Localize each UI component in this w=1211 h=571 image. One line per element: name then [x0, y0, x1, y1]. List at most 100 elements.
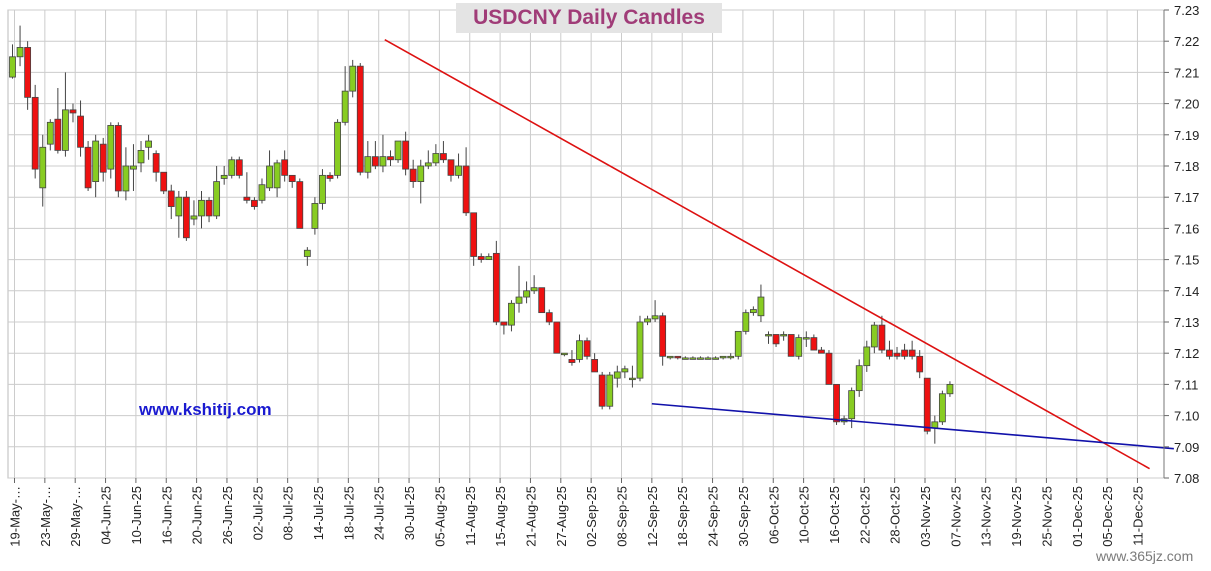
candle-body — [371, 156, 379, 167]
candle — [394, 140, 402, 163]
candle-body — [311, 203, 319, 229]
candle — [213, 166, 221, 220]
candle-body — [84, 146, 92, 189]
candle-body — [560, 352, 568, 356]
candle-body — [636, 321, 644, 379]
candle — [371, 141, 379, 170]
y-tick-label: 7.13 — [1174, 315, 1199, 330]
candle-body — [182, 196, 190, 239]
x-tick-label: 08-Jul-25 — [281, 486, 296, 540]
x-tick-label: 04-Jun-25 — [99, 486, 114, 545]
candle — [281, 150, 289, 182]
y-tick-label: 7.15 — [1174, 253, 1199, 268]
x-tick-label: 07-Nov-25 — [948, 486, 963, 547]
candle-body — [379, 156, 387, 167]
candle-body — [583, 340, 591, 357]
candle-body — [734, 330, 742, 357]
candle — [228, 156, 236, 179]
chart-title: USDCNY Daily Candles — [473, 6, 705, 29]
candle — [901, 343, 908, 360]
candle-body — [719, 355, 727, 359]
x-tick-label: 14-Jul-25 — [311, 486, 326, 540]
candle — [757, 284, 765, 322]
candle — [666, 355, 674, 360]
candle-body — [251, 199, 258, 207]
candle-body — [334, 121, 341, 176]
candle — [833, 383, 840, 425]
candle-body — [591, 359, 599, 373]
candle-body — [31, 96, 39, 170]
candle-body — [69, 109, 77, 114]
candle — [24, 41, 32, 110]
x-tick-label: 27-Aug-25 — [554, 486, 569, 547]
candle — [515, 265, 523, 313]
candle — [576, 334, 583, 363]
candle-body — [349, 65, 357, 92]
candle — [810, 334, 818, 351]
candle-body — [303, 249, 311, 257]
candle-body — [870, 324, 878, 348]
candle — [190, 200, 198, 226]
site-url: www.kshitij.com — [139, 400, 272, 419]
candle-body — [742, 312, 750, 332]
candle — [9, 44, 16, 79]
candle — [349, 59, 357, 98]
candle-body — [651, 315, 659, 320]
y-tick-label: 7.09 — [1174, 440, 1199, 455]
candle-body — [402, 140, 410, 170]
candle — [870, 322, 878, 354]
y-tick-label: 7.14 — [1174, 284, 1199, 299]
candle-body — [167, 190, 175, 207]
candle-body — [697, 357, 704, 360]
y-tick-label: 7.17 — [1174, 190, 1199, 205]
candle-body — [213, 181, 221, 217]
candle — [621, 365, 629, 379]
candle-body — [326, 174, 334, 179]
candle-body — [500, 321, 508, 326]
candle — [402, 131, 410, 176]
candle-body — [440, 153, 447, 161]
candle-body — [281, 159, 289, 176]
candle — [417, 159, 425, 204]
candle — [114, 122, 122, 198]
y-tick-label: 7.23 — [1174, 3, 1199, 18]
candle — [674, 355, 682, 360]
candle-body — [893, 352, 901, 357]
candle — [500, 321, 508, 335]
y-tick-label: 7.12 — [1174, 346, 1199, 361]
candle — [251, 197, 258, 210]
x-tick-label: 19-Nov-25 — [1009, 486, 1024, 547]
candle — [719, 355, 727, 360]
candle-body — [145, 140, 152, 148]
candle-body — [908, 349, 916, 357]
candle-body — [46, 121, 54, 145]
candle — [697, 356, 704, 360]
candle — [727, 353, 735, 360]
candle — [341, 66, 349, 126]
candle-body — [258, 184, 266, 201]
candle — [598, 371, 606, 410]
candle — [689, 356, 697, 360]
candle — [523, 281, 530, 304]
x-tick-label: 01-Dec-25 — [1070, 486, 1085, 547]
candle-body — [757, 296, 765, 317]
candle — [288, 174, 296, 188]
candle — [319, 169, 326, 210]
candle-body — [538, 287, 546, 314]
candle — [455, 153, 462, 179]
x-tick-label: 08-Sep-25 — [615, 486, 630, 547]
candle — [606, 371, 614, 410]
candle-body — [24, 47, 32, 98]
candle — [477, 253, 485, 263]
candle — [787, 334, 795, 357]
y-tick-label: 7.16 — [1174, 221, 1199, 236]
x-tick-label: 15-Aug-25 — [493, 486, 508, 547]
x-tick-label: 18-Sep-25 — [675, 486, 690, 547]
candle — [492, 240, 500, 326]
x-tick-label: 21-Aug-25 — [523, 486, 538, 547]
candle-body — [508, 302, 515, 326]
candle-body — [16, 47, 24, 58]
candle — [560, 352, 568, 357]
candle-body — [659, 315, 667, 357]
